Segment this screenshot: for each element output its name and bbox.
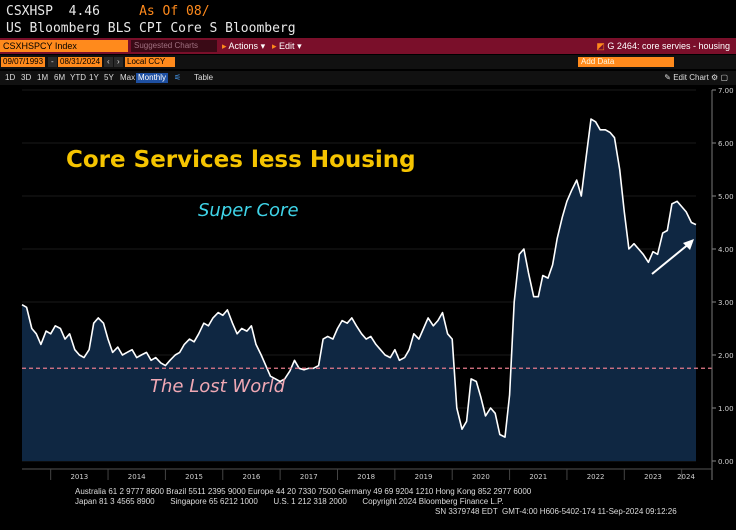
trend-arrow-icon: [651, 239, 694, 275]
range-5y[interactable]: 5Y: [104, 73, 114, 82]
add-data-field[interactable]: Add Data: [578, 57, 674, 67]
x-tick-label: 2015: [185, 473, 203, 481]
as-of-label: As Of 08/: [139, 4, 210, 19]
end-date-field[interactable]: 08/31/2024: [58, 57, 103, 67]
chart-title: Core Services less Housing: [66, 147, 416, 173]
chart-area: 0.001.002.003.004.005.006.007.00 2013 201…: [0, 85, 736, 486]
edit-menu[interactable]: ▸ Edit ▾: [272, 40, 302, 52]
x-tick-label: 2022: [587, 473, 605, 481]
security-field[interactable]: CSXHSPCY Index: [0, 40, 128, 52]
ticker-symbol: CSXHSP: [6, 4, 53, 19]
gear-icon: ⚙: [711, 73, 719, 82]
footer-contacts-1: Australia 61 2 9777 8600 Brazil 5511 239…: [75, 487, 532, 496]
range-bar: [0, 71, 736, 85]
graph-title: ◩ G 2464: core servies - housing: [596, 40, 730, 52]
x-tick-label: 2024: [677, 473, 695, 481]
footer-contacts-2: Japan 81 3 4565 8900 Singapore 65 6212 1…: [75, 497, 504, 506]
ticker-price: 4.46: [68, 4, 100, 19]
suggested-charts-button[interactable]: Suggested Charts: [131, 40, 217, 52]
x-tick-label: 2014: [128, 473, 146, 481]
currency-select[interactable]: Local CCY: [125, 57, 175, 67]
x-tick-label: 2020: [472, 473, 490, 481]
y-tick-label: 5.00: [718, 193, 734, 201]
edit-icon: ▸: [272, 41, 277, 51]
ticker-description: US Bloomberg BLS CPI Core S Bloomberg: [6, 21, 296, 36]
range-1m[interactable]: 1M: [37, 73, 49, 82]
start-date-field[interactable]: 09/07/1993: [1, 57, 46, 67]
range-ytd[interactable]: YTD: [70, 73, 86, 82]
date-separator: -: [48, 57, 57, 67]
y-axis: 0.00 1.00 2.00 3.00 4.00 5.00 6.00 7.00: [711, 87, 734, 480]
graph-icon: ◩: [596, 41, 605, 51]
y-tick-label: 6.00: [718, 140, 734, 148]
next-arrow-icon[interactable]: ›: [114, 57, 123, 67]
x-tick-label: 2017: [300, 473, 318, 481]
range-3d[interactable]: 3D: [21, 73, 32, 82]
range-1y[interactable]: 1Y: [89, 73, 99, 82]
x-tick-label: 2016: [243, 473, 261, 481]
chevron-down-icon: ▾: [297, 41, 302, 51]
table-view-button[interactable]: Table: [194, 73, 214, 82]
expand-icon: ▢: [720, 73, 728, 82]
pencil-icon: ✎: [664, 73, 671, 82]
y-tick-label: 4.00: [718, 246, 734, 254]
y-tick-label: 7.00: [718, 87, 734, 95]
chart-type-icon[interactable]: ⚟: [174, 73, 182, 82]
y-tick-label: 2.00: [718, 352, 734, 360]
super-core-annotation: Super Core: [198, 200, 299, 221]
footer: Australia 61 2 9777 8600 Brazil 5511 239…: [0, 486, 736, 530]
x-axis: 2013 2014 2015 2016 2017 2018 2019 2020 2021 2022…: [22, 468, 712, 481]
date-bar: [0, 55, 736, 69]
range-6m[interactable]: 6M: [54, 73, 66, 82]
prev-arrow-icon[interactable]: ‹: [104, 57, 113, 67]
actions-icon: ▸: [222, 41, 227, 51]
y-tick-label: 1.00: [718, 405, 734, 413]
edit-chart-label: Edit Chart: [673, 73, 709, 82]
frequency-select[interactable]: Monthly: [136, 73, 169, 83]
x-tick-label: 2023: [644, 473, 662, 481]
chevron-down-icon: ▾: [260, 41, 266, 51]
edit-chart-button[interactable]: ✎ Edit Chart ⚙ ▢: [664, 72, 728, 84]
footer-session: SN 3379748 EDT GMT-4:00 H606-5402-174 11…: [435, 507, 677, 516]
x-tick-label: 2013: [70, 473, 88, 481]
range-1d[interactable]: 1D: [5, 73, 16, 82]
y-tick-label: 3.00: [718, 299, 734, 307]
y-tick-label: 0.00: [718, 458, 734, 466]
edit-label: Edit: [279, 41, 295, 51]
area-fill: [22, 119, 696, 461]
x-tick-label: 2021: [529, 473, 547, 481]
range-max[interactable]: Max: [120, 73, 136, 82]
lost-world-annotation: The Lost World: [150, 376, 286, 397]
ticker-header: CSXHSP 4.46 As Of 08/ US Bloomberg BLS C…: [0, 0, 736, 38]
x-tick-label: 2019: [415, 473, 433, 481]
series-line: [21, 118, 697, 438]
x-tick-label: 2018: [357, 473, 375, 481]
actions-label: Actions: [228, 41, 259, 51]
actions-menu[interactable]: ▸ Actions ▾: [222, 40, 265, 52]
ticker-line: CSXHSP 4.46 As Of 08/: [6, 4, 210, 19]
graph-title-label: G 2464: core servies - housing: [607, 41, 730, 51]
